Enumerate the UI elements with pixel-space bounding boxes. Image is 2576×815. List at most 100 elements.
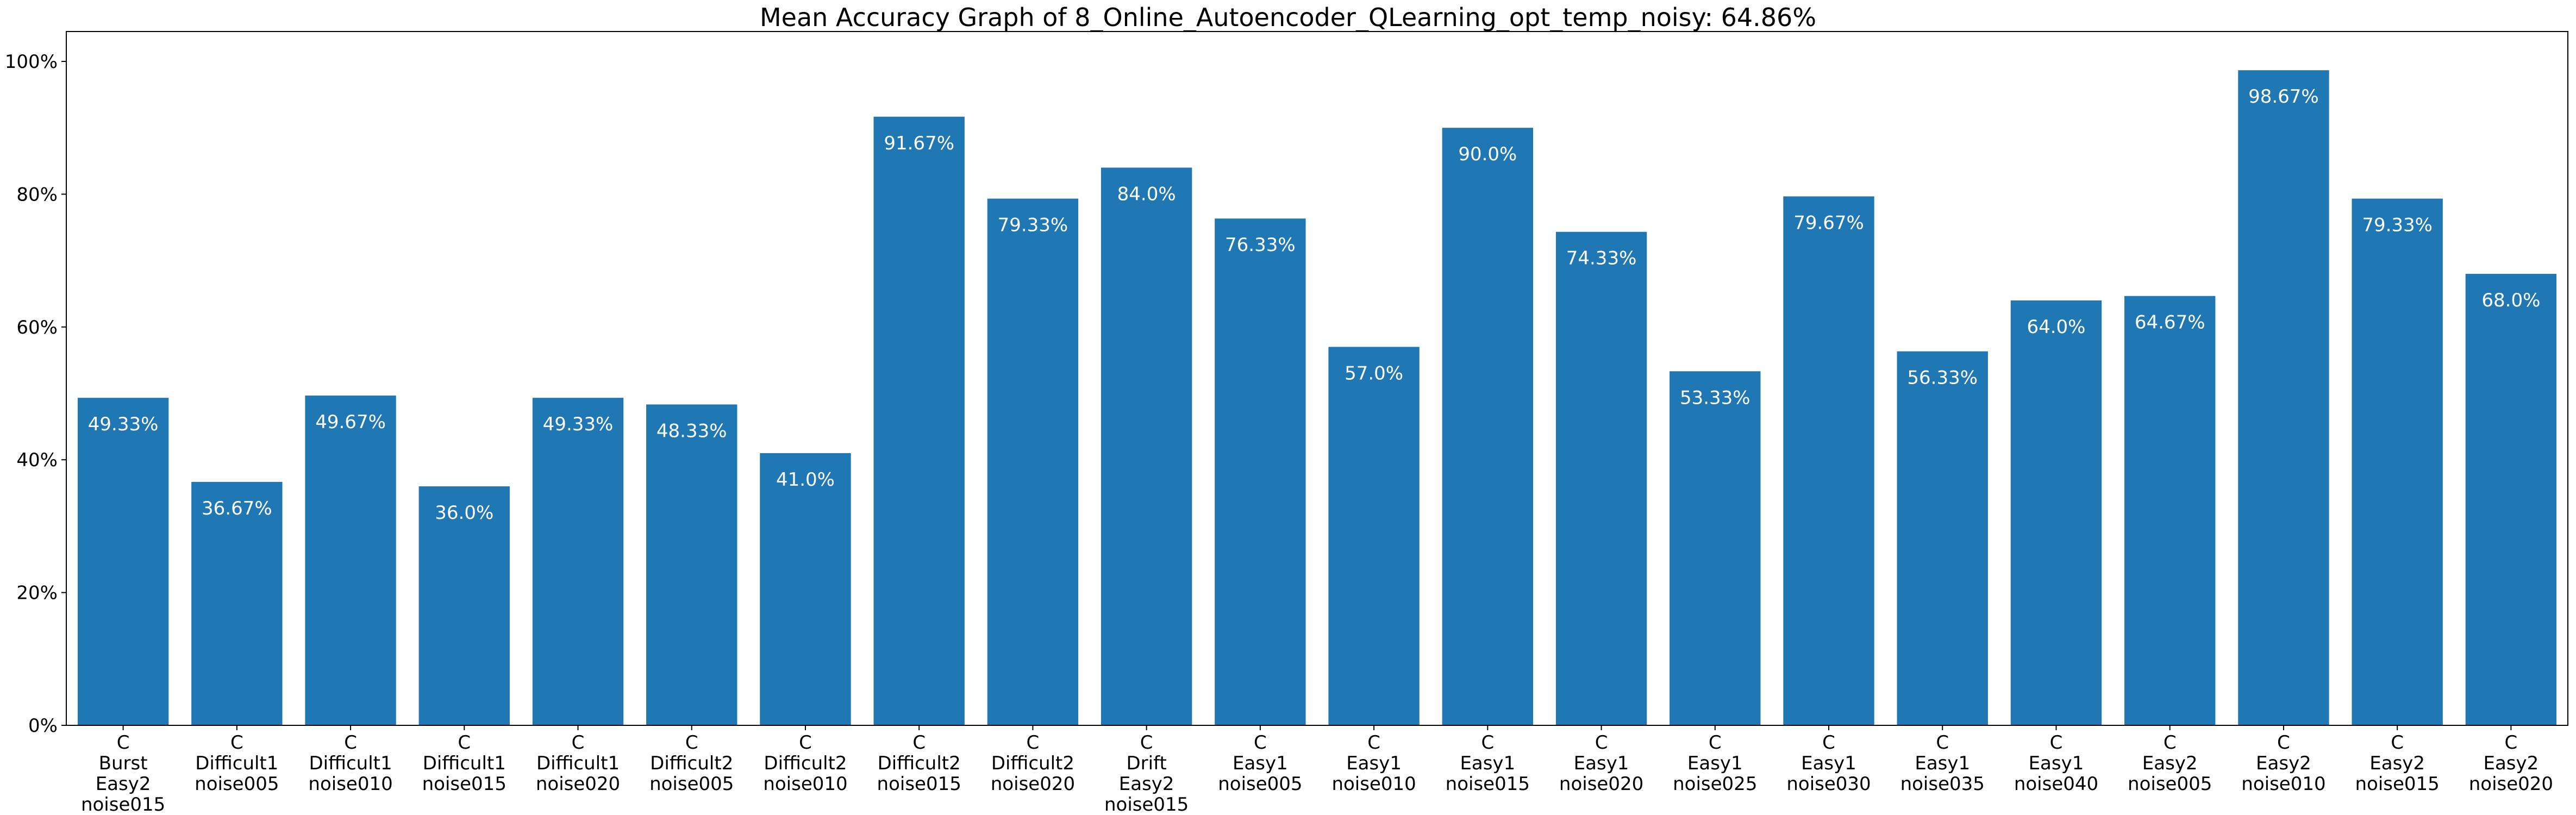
bar-value-label: 64.67% [2135,312,2205,334]
x-tick-label-line: Difficult2 [878,753,961,774]
x-tick-label-line: Difficult1 [195,753,278,774]
x-tick-label-line: noise010 [763,773,847,795]
x-tick-label-line: noise015 [422,773,507,795]
x-tick-label-line: Easy1 [1346,753,1402,774]
x-tick-label: C Easy2 noise005 [2128,732,2212,795]
x-tick-label: C Burst Easy2 noise015 [81,732,165,815]
bar [1670,371,1761,725]
x-tick-label-line: Easy2 [1119,773,1174,795]
bar [532,398,624,725]
x-tick-label-line: Easy1 [1915,753,1970,774]
x-tick-label-line: noise040 [2014,773,2098,795]
bar-value-label: 49.67% [315,411,386,433]
bars-layer: 49.33% 36.67% 49.67% 36.0% 49.33% 48.33% 41.0%… [77,70,2557,726]
x-tick-label-line: noise015 [1104,794,1189,815]
bar [987,198,1079,726]
bar-value-label: 79.67% [1793,212,1864,234]
bar [1783,196,1874,725]
bar-value-label: 49.33% [88,413,159,435]
bar [77,398,169,725]
x-tick-label-line: Difficult1 [309,753,392,774]
bar-value-label: 91.67% [884,133,954,154]
y-tick-label: 40% [16,449,58,471]
x-tick-label-line: C [2391,732,2404,754]
x-tick-label: C Easy1 noise015 [1446,732,1530,795]
x-tick-label-line: C [1027,732,1040,754]
x-tick-label-line: noise005 [1218,773,1302,795]
x-tick-label-line: Easy1 [2029,753,2084,774]
bar-value-label: 57.0% [1345,362,1403,384]
bar [760,453,851,725]
y-tick-label: 60% [16,317,58,338]
bar [2238,70,2329,726]
plot-frame [66,31,2568,726]
x-tick-label: C Easy1 noise035 [1900,732,1985,795]
x-tick-label-line: C [1936,732,1949,754]
bar-value-label: 76.33% [1225,234,1296,256]
x-tick-label-line: noise015 [81,794,165,815]
x-tick-label: C Difficult1 noise005 [195,732,279,795]
x-tick-label-line: noise020 [1559,773,1643,795]
x-tick-label-line: Difficult1 [423,753,506,774]
x-tick-label-line: C [799,732,812,754]
x-tick-label-line: C [458,732,471,754]
x-tick-label-line: C [117,732,130,754]
x-tick-label-line: C [1481,732,1494,754]
x-tick-label-line: C [685,732,698,754]
x-tick-label-line: C [1140,732,1153,754]
bar-value-label: 74.33% [1566,248,1637,269]
x-tick-label-line: Difficult2 [991,753,1074,774]
x-tick-label-line: C [344,732,357,754]
x-tick-label: C Drift Easy2 noise015 [1104,732,1189,815]
x-tick-label-line: C [1254,732,1267,754]
x-tick-label-line: noise010 [1331,773,1416,795]
x-tick-label-line: noise015 [2355,773,2439,795]
bar [2352,198,2443,726]
x-tick-label-line: noise030 [1786,773,1871,795]
bar [1215,218,1306,725]
bar [191,481,283,725]
bar [305,396,396,725]
x-tick-label: C Difficult1 noise020 [536,732,620,795]
y-tick-label: 20% [16,582,58,604]
bar [646,404,737,725]
bar-value-label: 84.0% [1117,184,1176,205]
x-tick-label-line: noise005 [195,773,279,795]
bar-value-label: 56.33% [1907,367,1978,389]
x-tick-label-line: noise010 [2241,773,2325,795]
bar [1101,167,1192,725]
x-tick-label: C Easy2 noise020 [2469,732,2553,795]
x-tick-label-line: Easy2 [2142,753,2198,774]
x-tick-label-line: C [2277,732,2290,754]
x-tick-label-line: Easy1 [1233,753,1288,774]
x-tick-label: C Easy1 noise030 [1786,732,1871,795]
x-tick-label: C Easy1 noise040 [2014,732,2098,795]
x-tick-label-line: noise025 [1673,773,1757,795]
x-tick-label-line: C [2164,732,2177,754]
x-tick-label-line: Easy1 [1687,753,1743,774]
bar [1897,351,1988,725]
bar [1555,231,1647,725]
y-tick-label: 100% [5,51,58,73]
x-tick-label-line: Easy2 [2369,753,2425,774]
x-tick-label-line: Easy2 [2256,753,2311,774]
x-tick-label-line: C [2505,732,2518,754]
bar-value-label: 53.33% [1680,387,1750,409]
x-tick-label-line: C [1595,732,1608,754]
bar-value-label: 48.33% [656,420,727,442]
x-tick-label-line: C [912,732,926,754]
x-tick-label-line: C [1709,732,1722,754]
bar [1328,347,1420,725]
x-tick-label-line: Burst [99,753,148,774]
bar [2465,274,2557,725]
y-tick-label: 80% [16,184,58,205]
x-tick-label-line: Easy2 [96,773,151,795]
x-tick-label: C Easy1 noise020 [1559,732,1643,795]
x-tick-label-line: noise020 [536,773,620,795]
bar-value-label: 98.67% [2248,86,2319,108]
x-tick-label-line: C [1822,732,1835,754]
x-tick-label-line: Easy1 [1574,753,1629,774]
bar-value-label: 68.0% [2481,290,2540,311]
